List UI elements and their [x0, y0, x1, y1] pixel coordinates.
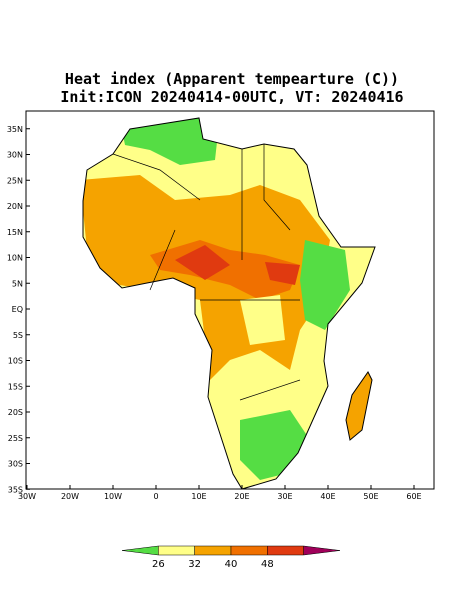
subtitle: Init:ICON 20240414-00UTC, VT: 20240416	[60, 88, 403, 106]
colorbar-segment	[158, 545, 195, 556]
colorbar-segment	[121, 545, 159, 556]
lon-tick-label: 60E	[406, 492, 421, 501]
lat-tick-label: 35S	[8, 485, 23, 494]
colorbar-segment	[303, 545, 341, 556]
colorbar-segment	[230, 545, 268, 556]
colorbar-label: 48	[261, 559, 274, 570]
title: Heat index (Apparent tempearture (C))	[65, 70, 399, 88]
lat-tick-label: 30S	[8, 460, 23, 469]
lat-tick-label: 15S	[8, 382, 23, 391]
lat-tick-label: 10N	[7, 254, 23, 263]
lon-tick-label: 20E	[234, 492, 249, 501]
map-frame	[25, 110, 435, 490]
lat-tick-label: 30N	[7, 151, 23, 160]
colorbar: 26 32 40 48	[121, 545, 341, 570]
lon-tick-label: 30E	[277, 492, 292, 501]
lon-tick-label: 30W	[18, 492, 36, 501]
lon-tick-label: 10W	[104, 492, 122, 501]
colorbar-label: 40	[225, 559, 238, 570]
lon-tick-label: 0	[153, 492, 158, 501]
lon-tick-label: 20W	[61, 492, 79, 501]
colorbar-label: 26	[152, 559, 165, 570]
lat-tick-label: 20S	[8, 408, 23, 417]
lat-tick-label: 35N	[7, 125, 23, 134]
lat-tick-label: 25S	[8, 434, 23, 443]
lat-tick-label: 15N	[7, 228, 23, 237]
lat-tick-label: EQ	[12, 305, 23, 314]
lat-tick-label: 10S	[8, 357, 23, 366]
lat-tick-label: 20N	[7, 202, 23, 211]
lon-tick-label: 50E	[363, 492, 378, 501]
lat-tick-label: 5N	[12, 279, 23, 288]
lon-tick-label: 10E	[191, 492, 206, 501]
colorbar-label: 32	[188, 559, 201, 570]
colorbar-segment	[267, 545, 304, 556]
colorbar-segment	[194, 545, 232, 556]
map-layer	[82, 117, 376, 490]
lat-tick-label: 25N	[7, 176, 23, 185]
lat-tick-label: 5S	[13, 331, 23, 340]
lon-tick-label: 40E	[320, 492, 335, 501]
